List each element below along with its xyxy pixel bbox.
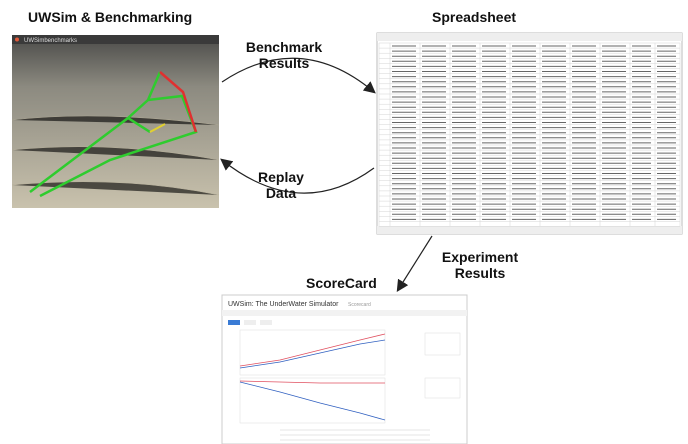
diagram: UWSim & Benchmarking Spreadsheet ScoreCa… (0, 0, 688, 444)
arrow-label: Replay (258, 169, 304, 185)
scorecard-page-title: UWSim: The UnderWater Simulator (228, 301, 339, 308)
arrow-label: Benchmark (246, 39, 322, 55)
sim-title: UWSim & Benchmarking (28, 9, 192, 25)
sheet-title: Spreadsheet (432, 9, 516, 25)
arrow-label: Results (259, 55, 310, 71)
arrow-label: Data (266, 185, 297, 201)
arrow-label: Experiment (442, 249, 519, 265)
arrow (398, 236, 432, 290)
spreadsheet-window (377, 33, 682, 234)
arrow-label: Results (455, 265, 506, 281)
scorecard-window: UWSim: The UnderWater Simulator Scorecar… (222, 295, 467, 444)
scorecard-page-subtitle: Scorecard (348, 302, 371, 308)
simulator-window: UWSimbenchmarks (12, 35, 219, 208)
scorecard-title: ScoreCard (306, 275, 377, 291)
window-title: UWSimbenchmarks (24, 38, 77, 44)
